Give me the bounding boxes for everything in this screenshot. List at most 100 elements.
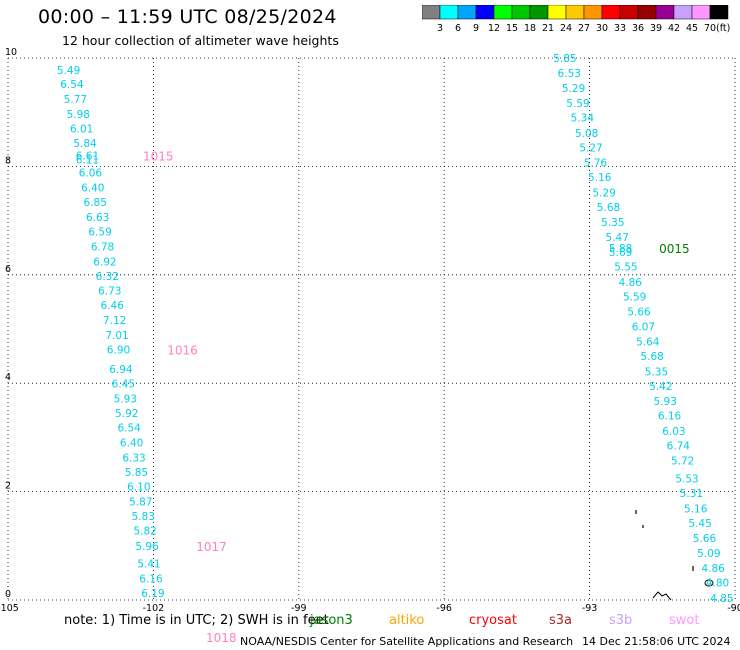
color-legend: 3 6 9 12 15 18 21 24 27 30 33 36 39 42 45 70 (ft) [422, 5, 730, 34]
wave-height-value: 5.49 [57, 65, 80, 77]
wave-height-value: 5.84 [73, 138, 97, 150]
wave-height-value: 6.74 [667, 441, 691, 453]
wave-height-value: 5.34 [571, 113, 595, 125]
legend-label: 6 [455, 23, 461, 34]
wave-height-value: 6.73 [98, 286, 121, 298]
legend-label: 33 [614, 23, 626, 34]
render-timestamp: 14 Dec 21:58:06 UTC 2024 [582, 635, 731, 648]
legend-label: 42 [668, 23, 680, 34]
wave-height-value: 7.01 [105, 330, 128, 342]
wave-height-value: 6.92 [93, 256, 116, 268]
wave-height-value: 5.77 [64, 94, 87, 106]
wave-height-value: 4.86 [619, 277, 643, 289]
wave-height-value: 4.85 [710, 593, 733, 605]
footer-note: note: 1) Time is in UTC; 2) SWH is in fe… [64, 613, 329, 628]
wave-height-value: 5.09 [697, 548, 720, 560]
wave-height-value: 5.16 [684, 503, 708, 515]
wave-height-value: 6.78 [91, 242, 114, 254]
wave-height-value: 5.16 [588, 172, 612, 184]
source-altiko: altiko [389, 613, 425, 628]
legend-label: 27 [578, 23, 590, 34]
wave-height-value: 7.12 [103, 315, 126, 327]
legend-label: 30 [596, 23, 608, 34]
legend-label: 9 [473, 23, 479, 34]
pass-time-label: 0015 [659, 242, 690, 256]
wave-height-value: 6.40 [120, 437, 143, 449]
wave-height-value: 5.31 [680, 488, 703, 500]
y-tick-label: 10 [5, 47, 17, 58]
wave-height-value: 6.16 [658, 411, 682, 423]
y-tick-label: 4 [5, 372, 11, 383]
pass-time-label: 1017 [196, 540, 227, 554]
wave-height-value: 5.29 [592, 187, 615, 199]
wave-height-value: 5.93 [654, 396, 677, 408]
wave-height-value: 6.46 [101, 300, 125, 312]
axes: -105 -102 -99 -96 -93 -90 0 2 4 6 8 10 [0, 47, 740, 614]
wave-height-value: 6.32 [96, 271, 119, 283]
y-tick-label: 8 [5, 155, 11, 166]
wave-height-value: 5.69 [609, 247, 632, 259]
wave-height-value: 6.40 [81, 183, 104, 195]
wave-height-value: 4.86 [701, 563, 725, 575]
wave-height-value: 5.85 [125, 467, 148, 479]
pass-time-label: 1018 [206, 631, 237, 645]
legend-label: 18 [524, 23, 536, 34]
chart-title: 00:00 – 11:59 UTC 08/25/2024 [38, 6, 337, 28]
wave-height-value: 4.80 [706, 578, 729, 590]
x-tick-label: -102 [143, 603, 165, 614]
wave-height-value: 6.03 [662, 426, 685, 438]
wave-height-value: 6.54 [117, 423, 141, 435]
wave-height-value: 5.35 [645, 366, 668, 378]
pass-time-label: 1015 [143, 150, 174, 164]
wave-height-value: 5.59 [623, 291, 646, 303]
y-tick-label: 6 [5, 264, 11, 275]
source-s3a: s3a [549, 613, 573, 628]
legend-label: 12 [488, 23, 500, 34]
x-tick-label: -105 [0, 603, 19, 614]
wave-height-value: 6.59 [88, 226, 111, 238]
chart-subtitle: 12 hour collection of altimeter wave hei… [62, 33, 339, 48]
wave-height-value: 5.88 [609, 243, 632, 255]
wave-height-value: 6.01 [70, 123, 93, 135]
wave-height-value: 6.11 [76, 154, 99, 166]
legend-label: 21 [542, 23, 554, 34]
wave-height-value: 5.68 [597, 202, 620, 214]
wave-height-value: 5.93 [114, 393, 137, 405]
legend-label: 70 [704, 23, 716, 34]
wave-height-value: 5.27 [579, 142, 602, 154]
wave-height-value: 5.53 [675, 474, 698, 486]
coastline-markings [635, 510, 714, 601]
wave-height-value: 5.08 [575, 128, 598, 140]
wave-height-value: 5.47 [606, 232, 629, 244]
wave-height-value: 6.63 [86, 212, 109, 224]
wave-height-value: 5.72 [671, 456, 694, 468]
wave-height-value: 5.96 [135, 541, 159, 553]
wave-height-value: 6.16 [139, 573, 163, 585]
wave-height-value: 5.85 [553, 53, 576, 65]
legend-label: 3 [437, 23, 443, 34]
wave-height-value: 5.76 [584, 158, 608, 170]
source-s3b: s3b [609, 613, 633, 628]
wave-height-value: 5.35 [601, 217, 624, 229]
legend-unit: (ft) [716, 23, 730, 34]
wave-height-value: 5.45 [688, 518, 711, 530]
wave-height-labels: 5.49 6.54 5.77 5.98 6.01 5.846.616.116.06 6.40… [57, 53, 734, 645]
pass-time-label: 1016 [167, 344, 198, 358]
wave-height-value: 6.85 [84, 197, 107, 209]
wave-height-value: 5.66 [693, 533, 717, 545]
y-tick-label: 2 [5, 481, 11, 492]
x-tick-label: -90 [727, 603, 740, 614]
wave-height-value: 6.33 [122, 452, 145, 464]
wave-height-value: 6.94 [109, 364, 133, 376]
wave-height-value: 6.07 [632, 321, 655, 333]
wave-height-value: 6.90 [107, 345, 130, 357]
wave-height-value: 5.83 [132, 511, 155, 523]
wave-height-value: 6.10 [127, 482, 150, 494]
x-tick-label: -96 [436, 603, 452, 614]
source-cryosat: cryosat [469, 613, 517, 628]
legend-label: 24 [560, 23, 572, 34]
x-tick-label: -99 [291, 603, 307, 614]
coastline [652, 591, 672, 601]
wave-height-value: 5.82 [133, 526, 156, 538]
